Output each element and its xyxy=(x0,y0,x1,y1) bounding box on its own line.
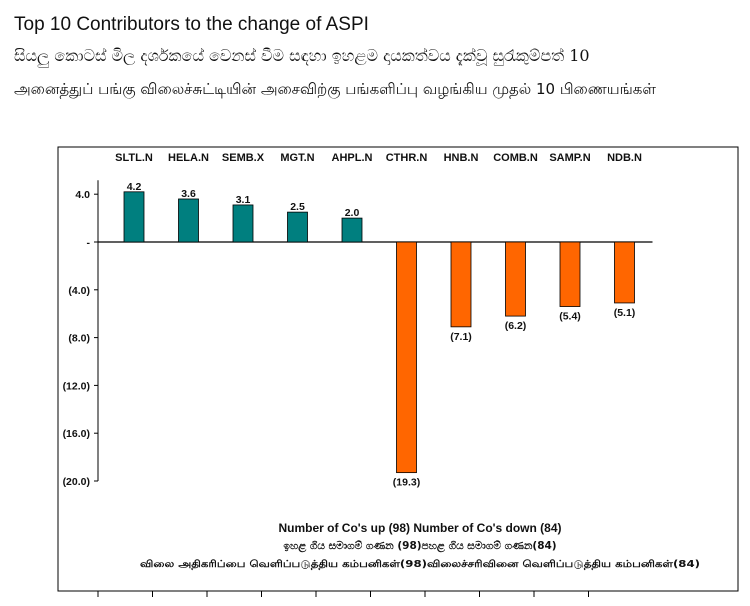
bar xyxy=(287,211,308,243)
data-label: 2.0 xyxy=(345,207,360,219)
footer-sinhala: ඉහළ ගිය සමාගම් ගණන (98)පහළ ගිය සමාගම් ගණ… xyxy=(283,539,556,554)
data-label: (6.2) xyxy=(505,320,527,332)
y-tick-label: (16.0) xyxy=(63,428,90,440)
bar xyxy=(341,217,363,243)
category-label: SLTL.N xyxy=(115,152,153,164)
bar xyxy=(232,204,254,243)
category-label: SAMP.N xyxy=(549,152,590,164)
data-label: 3.6 xyxy=(181,188,196,200)
bar xyxy=(396,241,417,474)
footer-tamil: விலை அதிகரிப்பை வெளிப்படுத்திய கம்பனிகள்… xyxy=(140,558,700,570)
data-label: (19.3) xyxy=(393,477,420,489)
category-label: COMB.N xyxy=(493,152,538,164)
plot-border xyxy=(57,146,739,592)
chart-title-sinhala: සියලු කොටස් මිල දර්ශකයේ වෙනස් වීම සඳහා ඉ… xyxy=(14,46,590,65)
bar xyxy=(123,191,145,243)
data-label: (5.1) xyxy=(614,307,636,319)
category-label: HELA.N xyxy=(168,152,209,164)
bar xyxy=(559,241,581,307)
category-label: MGT.N xyxy=(280,152,314,164)
category-label: AHPL.N xyxy=(332,152,373,164)
chart-title-tamil: அனைத்துப் பங்கு விலைச்சுட்டியின் அசைவிற்… xyxy=(14,80,656,98)
y-tick-label: (8.0) xyxy=(68,333,90,345)
data-label: (5.4) xyxy=(559,311,581,323)
bar xyxy=(178,198,199,243)
category-label: CTHR.N xyxy=(386,152,428,164)
chart-title-english: Top 10 Contributors to the change of ASP… xyxy=(14,14,369,35)
y-tick-label: (4.0) xyxy=(68,285,90,297)
data-label: 4.2 xyxy=(127,181,142,193)
y-tick-label: - xyxy=(87,237,91,249)
footer-english: Number of Co's up (98) Number of Co's do… xyxy=(278,521,561,535)
y-tick-label: (20.0) xyxy=(63,476,90,488)
category-label: HNB.N xyxy=(444,152,479,164)
category-label: SEMB.X xyxy=(222,152,265,164)
data-label: 2.5 xyxy=(290,201,305,213)
y-tick-label: (12.0) xyxy=(63,380,90,392)
bar xyxy=(450,241,472,328)
data-label: (7.1) xyxy=(450,331,472,343)
bar xyxy=(505,241,526,317)
data-label: 3.1 xyxy=(236,194,251,206)
category-label: NDB.N xyxy=(607,152,642,164)
y-tick-label: 4.0 xyxy=(75,189,90,201)
bar xyxy=(614,241,635,304)
